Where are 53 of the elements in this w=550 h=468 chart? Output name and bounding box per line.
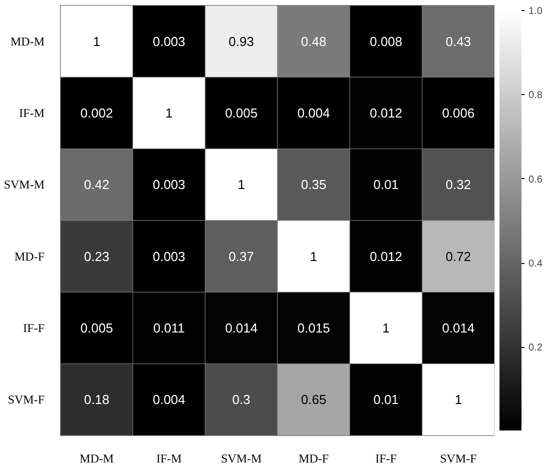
data-label: 1 xyxy=(382,320,390,336)
data-label: 0.32 xyxy=(446,177,471,192)
x-tick-label: SVM-M xyxy=(220,452,262,466)
color-bar-label: 0.4 xyxy=(528,258,543,270)
data-label: 0.37 xyxy=(228,248,254,264)
y-tick-label: SVM-M xyxy=(4,178,45,192)
data-label: 0.004 xyxy=(152,392,186,408)
data-label: 0.011 xyxy=(153,320,185,336)
x-tick-label: SVM-F xyxy=(440,452,477,466)
y-tick-label: SVM-F xyxy=(8,392,45,407)
data-label: 0.65 xyxy=(301,392,326,408)
data-label: 0.008 xyxy=(370,34,402,49)
color-bar-label: 0.2 xyxy=(528,342,543,354)
data-label: 0.18 xyxy=(84,392,110,408)
data-label: 0.002 xyxy=(80,106,113,120)
color-bar-label: 0.8 xyxy=(528,90,543,102)
data-label: 0.005 xyxy=(225,106,258,120)
data-label: 1 xyxy=(165,106,173,120)
y-tick-label: IF-F xyxy=(23,321,45,335)
data-label: 0.003 xyxy=(152,248,186,264)
data-label: 0.012 xyxy=(370,248,402,264)
data-label: 0.72 xyxy=(446,248,471,264)
data-label: 0.35 xyxy=(301,177,326,192)
data-label: 0.003 xyxy=(152,177,186,192)
x-tick-label: MD-F xyxy=(298,452,329,466)
data-label: 1 xyxy=(310,248,318,264)
data-label: 1 xyxy=(238,177,245,192)
data-label: 1 xyxy=(454,392,462,408)
data-label: 0.005 xyxy=(80,320,113,336)
data-label: 0.01 xyxy=(373,177,399,192)
data-label: 0.42 xyxy=(84,177,110,192)
x-tick-label: MD-M xyxy=(80,452,114,466)
x-tick-label: IF-M xyxy=(156,452,182,466)
data-label: 0.3 xyxy=(232,392,250,408)
y-tick-label: MD-F xyxy=(14,249,45,264)
color-bar-label: 1.0 xyxy=(528,6,543,17)
data-label: 0.23 xyxy=(84,248,110,264)
y-tick-label: MD-M xyxy=(10,34,45,48)
data-label: 0.003 xyxy=(152,34,186,49)
data-label: 0.014 xyxy=(442,320,475,336)
data-label: 0.48 xyxy=(301,34,326,49)
y-tick-label: IF-M xyxy=(19,106,45,120)
data-label: 0.93 xyxy=(228,34,254,49)
data-label: 0.01 xyxy=(373,392,399,408)
data-label: 0.43 xyxy=(446,34,471,49)
data-label: 0.004 xyxy=(297,106,330,120)
data-label: 0.015 xyxy=(297,320,330,336)
data-label: 1 xyxy=(93,34,100,49)
data-label: 0.014 xyxy=(225,320,258,336)
color-bar-label: 0.6 xyxy=(528,174,543,186)
data-label: 0.012 xyxy=(370,106,402,120)
x-tick-label: IF-F xyxy=(375,452,397,466)
data-label: 0.006 xyxy=(442,106,475,120)
